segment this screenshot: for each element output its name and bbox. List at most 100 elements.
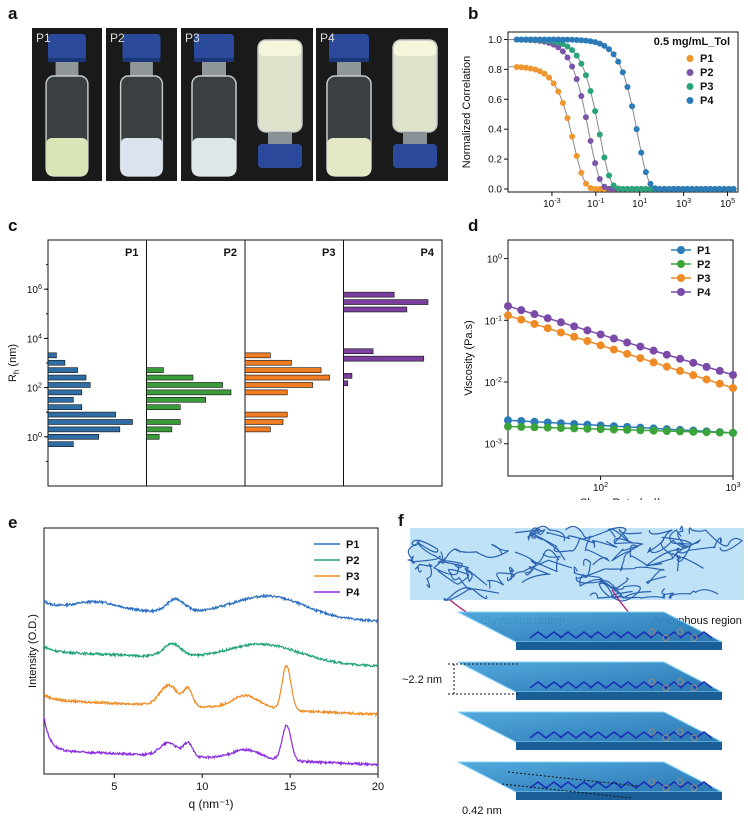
y-tick-label: 10-1 [484,313,502,327]
data-point-p4 [573,36,580,43]
legend-marker [686,83,694,90]
vial-gel-top [258,40,302,56]
data-point-p1 [523,64,530,71]
data-point-p1 [592,185,599,192]
data-point-p3 [624,186,631,193]
y-tick-label: 10-2 [484,375,502,389]
polymer-chain [671,537,723,560]
data-point-p2 [623,425,632,434]
data-point-p3 [605,172,612,179]
x-tick-label: 10-1 [587,196,605,210]
backbone-unit [529,631,563,639]
histogram-bar-p4 [343,355,425,362]
data-point-p4 [610,51,617,58]
panel-letter-e: e [8,513,18,532]
vial-neck [55,62,79,76]
data-point-p4 [564,36,571,43]
histogram-bar-p3 [244,411,288,418]
data-point-p1 [517,417,526,426]
legend-marker [686,55,694,62]
histogram-bar-p2 [146,419,181,425]
data-point-p4 [570,322,579,331]
side-chain [648,778,656,786]
legend-marker [677,274,685,282]
diagram-f-packing: Crystalline regionAmorphous region~2.2 n… [402,525,744,817]
data-point-p3 [596,341,605,350]
polymer-chain [573,566,652,599]
panel-letter-a: a [8,4,18,23]
data-point-p1 [530,417,539,426]
subplot-label: P1 [125,247,138,259]
histogram-bar-p2 [146,382,223,388]
data-point-p2 [556,424,565,433]
chart-c-size-distribution: 100 102 104 106 Rh (nm) P1 P2 P3 P4 [7,239,443,487]
polymer-chain [514,527,566,561]
histogram-bar-p3 [244,426,271,433]
histogram-bar-p4 [343,299,429,305]
data-point-p4 [702,186,709,193]
legend-label: P2 [697,259,710,271]
data-point-p1 [541,70,548,77]
backbone-unit [649,631,683,639]
data-point-p4 [642,169,649,176]
vial-liquid [192,138,236,176]
backbone-unit [559,781,593,789]
data-point-p3 [676,366,685,375]
histogram-bar-p1 [47,396,74,403]
legend-label: P4 [700,95,714,107]
x-tick-label: 5 [111,781,117,793]
histogram-bar-p4 [343,380,349,387]
data-point-p2 [596,176,603,183]
legend-label: P1 [700,53,713,65]
vial-photo-label: P1 [36,31,51,45]
spacing-label: ~2.2 nm [402,674,442,686]
legend-label: P4 [346,587,360,599]
histogram-bar-p1 [47,411,116,418]
histogram-bar-p1 [47,434,100,440]
side-chain [662,734,670,742]
histogram-bar-p2 [146,404,181,410]
y-tick-label: 1.0 [488,35,502,46]
y-tick-label: 104 [27,331,42,345]
backbone-unit [679,681,713,689]
y-tick-label: 0.8 [488,65,502,76]
data-point-p3 [583,337,592,346]
vial-photo-p4: P4 [316,28,448,181]
data-point-p3 [647,186,654,193]
panel-letter-c: c [8,216,18,235]
profile-p3 [43,664,379,718]
vial-cap-rim [122,58,161,62]
x-axis-label: Log time (ms) [589,211,656,212]
data-point-p4 [716,186,723,193]
data-point-p2 [559,48,566,55]
polymer-chain [411,539,444,561]
data-point-p4 [729,370,737,379]
data-point-p4 [587,38,594,45]
vial-liquid [46,138,88,176]
y-tick-label: 100 [487,252,502,266]
polymer-chain [589,592,666,599]
histogram-bar-p4 [343,291,395,298]
histogram-bar-p2 [146,426,173,433]
backbone-unit [589,731,623,739]
backbone-unit [619,681,653,689]
polymer-chain [407,543,441,564]
data-point-p4 [675,186,682,193]
legend-marker [686,97,694,104]
data-point-p1 [582,180,589,187]
series-line-p4 [507,305,734,376]
data-point-p4 [665,186,672,193]
x-axis-label: Sheer Rate (s⁻¹) [580,497,661,500]
data-point-p1 [564,115,571,122]
x-tick-label: 10-3 [543,196,561,210]
vial-gel-top [393,40,437,56]
y-axis-label: Normalized Correlation [461,56,473,169]
side-chain [662,684,670,692]
polymer-chain [546,532,618,548]
data-point-p1 [596,186,603,193]
data-point-p4 [652,185,659,192]
polymer-chain [575,558,605,587]
data-point-p2 [569,63,576,70]
data-point-p3 [569,47,576,54]
data-point-p4 [504,302,512,311]
